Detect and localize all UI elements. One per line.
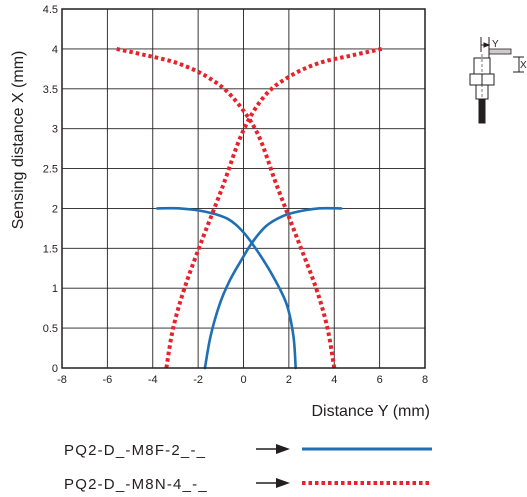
legend-arrowhead-1 [276, 478, 290, 488]
legend: PQ2-D_-M8F-2_-_ PQ2-D_-M8N-4_-_ [64, 442, 432, 493]
y-tick-label-3: 1.5 [43, 243, 58, 255]
legend-label-1: PQ2-D_-M8N-4_-_ [64, 476, 208, 493]
y-tick-label-1: 0.5 [43, 323, 58, 335]
chart-grid [61, 8, 426, 369]
sensor-diagram: Y X [469, 37, 527, 124]
legend-item-0: PQ2-D_-M8F-2_-_ [64, 442, 432, 459]
diagram-label-y: Y [492, 39, 499, 50]
x-axis-label: Distance Y (mm) [311, 403, 430, 420]
y-tick-label-5: 2.5 [43, 164, 58, 176]
legend-item-1: PQ2-D_-M8N-4_-_ [64, 476, 432, 493]
x-tick-label-5: 2 [286, 374, 292, 386]
series-curves [116, 46, 383, 370]
y-tick-label-9: 4.5 [43, 4, 58, 16]
y-tick-label-6: 3 [52, 124, 58, 136]
plot-frame [61, 8, 426, 369]
y-tick-label-4: 2 [52, 203, 58, 215]
x-tick-label-3: -2 [193, 374, 203, 386]
x-tick-label-1: -6 [102, 374, 112, 386]
legend-label-0: PQ2-D_-M8F-2_-_ [64, 442, 206, 459]
series-1-curve-1 [116, 46, 337, 369]
y-tick-label-8: 4 [52, 44, 58, 56]
x-tick-label-7: 6 [377, 374, 383, 386]
y-tick-label-0: 0 [52, 363, 58, 375]
x-tick-label-2: -4 [148, 374, 158, 386]
y-axis-label: Sensing distance X (mm) [10, 51, 27, 230]
diagram-label-x: X [520, 60, 527, 71]
tick-labels: -8 -6 -4 -2 0 2 4 6 8 0 0.5 1 1.5 2 2.5 3 3.5 4 4.5 [43, 4, 428, 386]
x-tick-label-4: 0 [240, 374, 246, 386]
sensor-cable [478, 98, 486, 124]
x-tick-label-6: 4 [331, 374, 337, 386]
series-1-curve-0 [164, 46, 383, 369]
x-tick-label-8: 8 [422, 374, 428, 386]
y-tick-label-2: 1 [52, 283, 58, 295]
series-0-curve-1 [155, 206, 297, 370]
y-tick-label-7: 3.5 [43, 84, 58, 96]
y-arrow [483, 42, 491, 48]
x-tick-label-0: -8 [57, 374, 67, 386]
legend-arrowhead-0 [276, 444, 290, 454]
